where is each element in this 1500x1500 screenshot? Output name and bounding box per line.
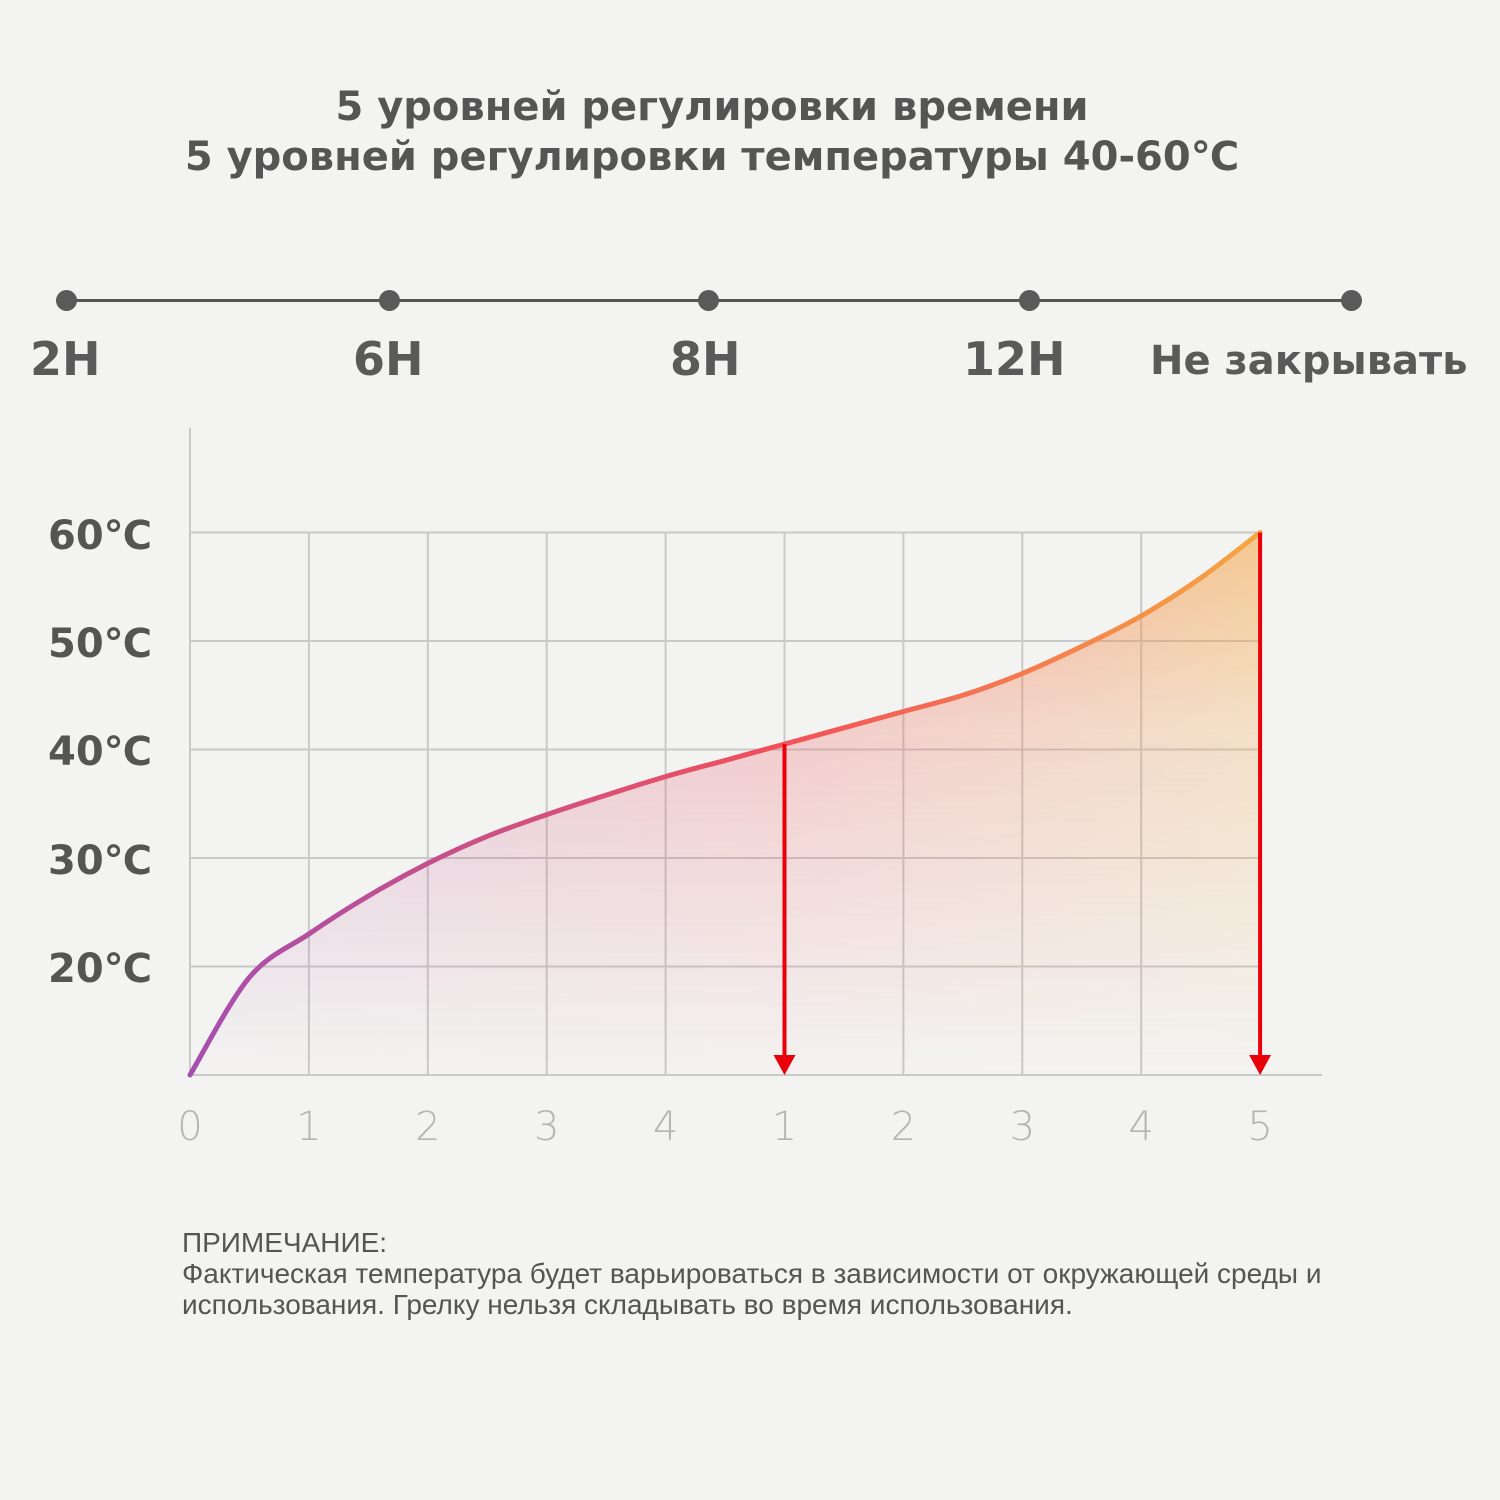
curve-glow-area: [190, 532, 1261, 1075]
timeline-label-8h: 8H: [670, 332, 741, 386]
x-tick-label-4: 4: [653, 1104, 678, 1150]
arrow-head-1: [1249, 1055, 1272, 1075]
chart-title: 5 уровней регулировки времени 5 уровней …: [0, 82, 1424, 182]
temperature-curve: [187, 530, 1263, 1078]
x-tick-labels: 0 1 2 3 4 1 2 3 4 5: [177, 1104, 1273, 1150]
y-tick-label-60: 60℃: [48, 513, 153, 559]
x-tick-label-3: 3: [534, 1104, 559, 1150]
x-tick-label-5: 1: [772, 1104, 797, 1150]
title-line-time: 5 уровней регулировки времени: [335, 84, 1089, 130]
x-tick-label-0: 0: [177, 1104, 202, 1150]
chart-axes: [189, 428, 1322, 1076]
y-tick-label-40: 40℃: [48, 729, 153, 775]
x-tick-label-7: 3: [1010, 1104, 1035, 1150]
timeline-dot-always-on: [1341, 290, 1362, 311]
time-level-timeline: 2H 6H 8H 12H Не закрывать: [0, 280, 1500, 400]
timeline-label-always-on: Не закрывать: [1150, 338, 1468, 384]
y-tick-label-50: 50℃: [48, 621, 153, 667]
curve-glow-fill: [190, 532, 1261, 1075]
temperature-curve-group: [187, 530, 1263, 1078]
note-block: ПРИМЕЧАНИЕ: Фактическая температура буде…: [182, 1227, 1362, 1320]
timeline-dot-6h: [379, 290, 400, 311]
note-heading: ПРИМЕЧАНИЕ:: [182, 1227, 388, 1258]
y-tick-label-30: 30℃: [48, 838, 153, 884]
arrow-head-0: [773, 1055, 796, 1075]
timeline-label-2h: 2H: [30, 332, 101, 386]
timeline-dot-8h: [698, 290, 719, 311]
note-text: Фактическая температура будет варьироват…: [182, 1258, 1322, 1320]
timeline-dot-12h: [1019, 290, 1040, 311]
level-arrows: [773, 532, 1272, 1075]
timeline-dot-2h: [56, 290, 77, 311]
title-line-temperature: 5 уровней регулировки температуры 40-60℃: [184, 134, 1240, 180]
x-tick-label-1: 1: [296, 1104, 321, 1150]
x-tick-label-6: 2: [891, 1104, 916, 1150]
x-tick-label-8: 4: [1128, 1104, 1153, 1150]
y-tick-label-20: 20℃: [48, 946, 153, 992]
temperature-chart: 0 1 2 3 4 1 2 3 4 5: [177, 428, 1322, 1150]
timeline-label-6h: 6H: [353, 332, 424, 386]
x-tick-label-2: 2: [415, 1104, 440, 1150]
x-tick-label-9: 5: [1247, 1104, 1272, 1150]
timeline-label-12h: 12H: [963, 332, 1066, 386]
